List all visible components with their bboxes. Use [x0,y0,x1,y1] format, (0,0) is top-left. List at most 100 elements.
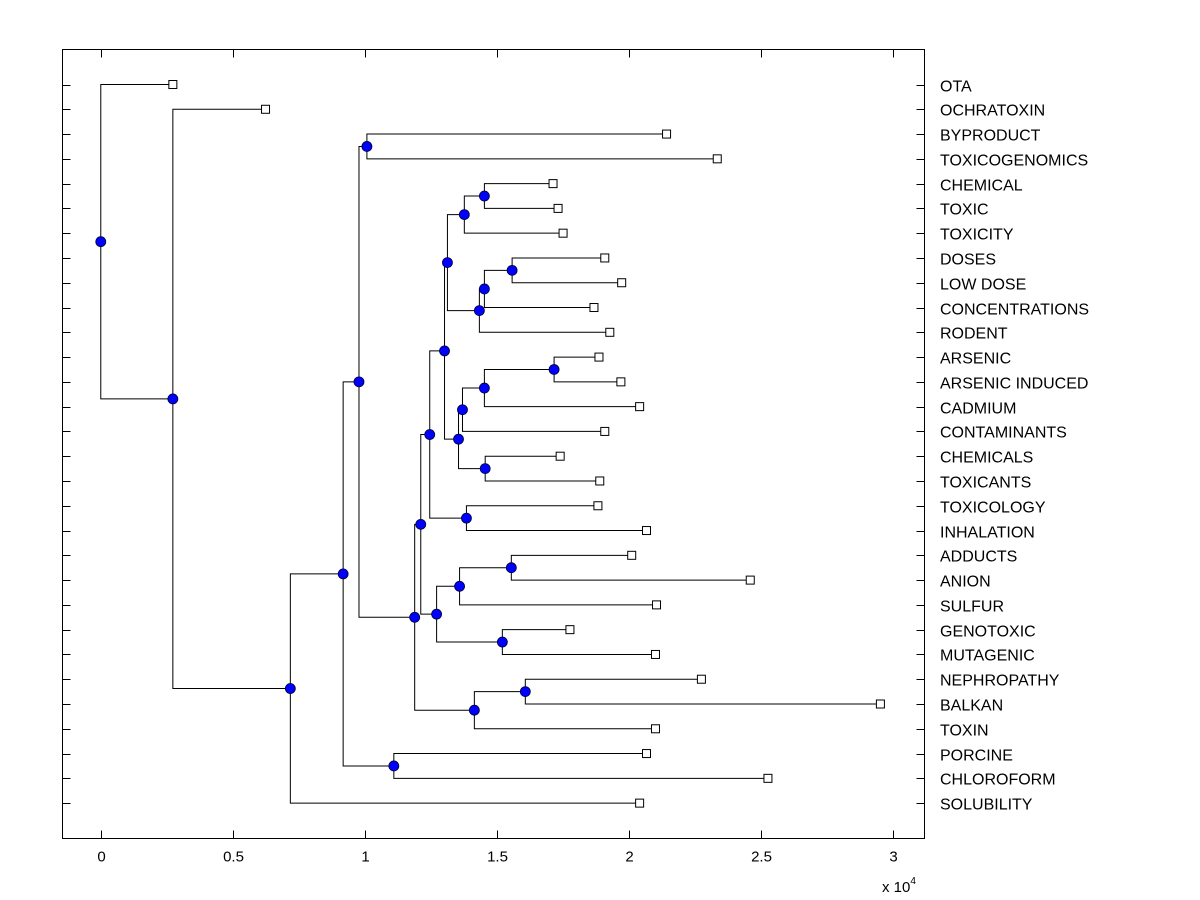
leaf-label: DOSES [940,252,996,269]
dendrogram-branch [100,241,173,400]
leaf-marker [627,550,637,560]
leaf-label: CONCENTRATIONS [940,302,1089,319]
leaf-marker [558,228,568,238]
internal-node-marker [506,264,518,276]
x-tick-label: 1.5 [487,849,508,866]
x-tick-label: 0.5 [223,849,244,866]
internal-node-marker [461,512,472,524]
leaf-marker [261,104,271,114]
internal-node-marker [442,257,453,269]
internal-node-marker [479,463,491,474]
leaf-marker [641,526,651,536]
dendrogram-branch [414,617,475,711]
plot-frame [62,49,925,839]
leaf-marker [763,773,773,783]
leaf-label: LOW DOSE [940,277,1026,294]
leaf-label: TOXICOGENOMICS [940,153,1088,170]
leaf-label: TOXICITY [940,227,1014,244]
internal-node-marker [361,141,373,152]
leaf-label: PORCINE [940,748,1013,765]
internal-node-marker [409,611,421,623]
leaf-label: CADMIUM [940,401,1016,418]
leaf-marker [595,476,605,486]
dendrogram-branch [473,691,526,711]
leaf-marker [635,798,645,808]
leaf-label: NEPHROPATHY [940,673,1060,690]
dendrogram-branch [436,614,503,643]
dendrogram-branch [172,108,266,399]
x-multiplier-base: x 10 [882,879,910,896]
internal-node-marker [473,305,485,317]
dendrogram-branch [172,398,291,690]
leaf-marker [589,303,599,313]
leaf-label: CHEMICAL [940,178,1023,195]
dendrogram-branch [289,688,640,804]
x-tick-label: 2.5 [751,849,772,866]
leaf-label: ADDUCTS [940,549,1017,566]
leaf-marker [553,203,563,213]
leaf-marker [617,278,627,288]
x-tick-label: 1 [361,849,369,866]
leaf-marker [650,649,660,659]
leaf-label: ARSENIC [940,351,1011,368]
leaf-marker [600,426,610,436]
leaf-marker [662,129,672,139]
dendrogram-branch [289,573,344,689]
leaf-label: CONTAMINANTS [940,425,1067,442]
x-axis: 0 0.5 1 1.5 2 2.5 3 [97,49,898,866]
dendrogram-branch [483,388,640,408]
leaf-label: MUTAGENIC [940,648,1035,665]
internal-node-marker [284,683,296,694]
internal-node-marker [478,190,490,202]
internal-node-marker [478,283,490,295]
internal-node-marker [95,236,107,248]
leaf-label: CHEMICALS [940,450,1033,467]
internal-node-marker [439,345,450,357]
leaf-marker [555,451,565,461]
leaf-label: INHALATION [940,525,1035,542]
internal-node-marker [496,636,508,648]
leaf-marker [650,724,660,734]
internal-node-marker [468,704,480,716]
leaf-marker [593,501,603,511]
dendrogram-branch [461,387,485,410]
internal-node-marker [548,364,560,375]
x-tick-label: 3 [889,849,897,866]
leaf-label: RODENT [940,326,1008,343]
leaf-label: SOLUBILITY [940,797,1033,814]
internal-node-marker [353,376,365,388]
dendrogram-branch [342,573,394,767]
leaf-label: GENOTOXIC [940,624,1036,641]
leaf-marker [600,253,610,263]
leaf-label: TOXICOLOGY [940,500,1046,517]
dendrogram-branch [463,195,485,215]
internal-node-marker [478,382,490,394]
dendrogram-branch [483,288,594,309]
dendrogram-branch [429,434,467,519]
internal-node-marker [453,433,464,445]
dendrogram-branch [459,586,657,606]
internal-node-marker [431,608,443,620]
leaf-label: OTA [940,79,972,96]
internal-node-marker [337,568,349,580]
internal-node-marker [458,209,470,220]
leaf-marker [605,327,615,337]
dendrogram-branch [463,214,564,234]
leaf-marker [875,699,885,709]
dendrogram-branch [473,710,656,730]
leaf-label: CHLOROFORM [940,772,1056,789]
leaf-label: TOXICANTS [940,475,1031,492]
dendrogram-branch [459,567,512,587]
dendrogram-branch [446,262,480,312]
leaf-marker [745,575,755,585]
leaf-marker [696,674,706,684]
leaf-marker [168,80,178,89]
leaf-marker [616,377,626,387]
internal-node-marker [167,393,179,405]
dendrogram-branch [100,84,173,242]
leaf-label: TOXIN [940,723,989,740]
dendrogram-branch [483,269,513,289]
x-multiplier-label: x 104 [882,876,916,896]
leaf-marker [712,154,722,164]
